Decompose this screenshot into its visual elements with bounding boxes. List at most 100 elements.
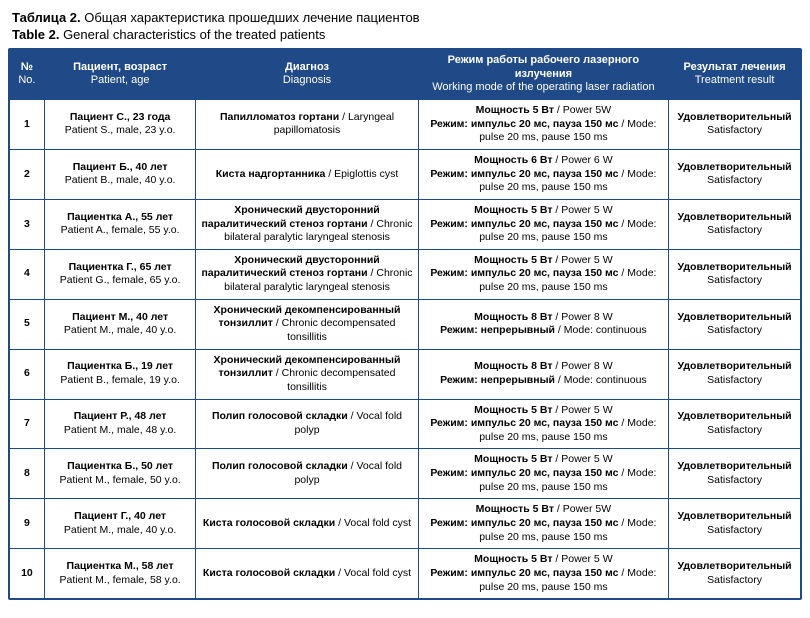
mode-power-en: / Power 5 W: [553, 553, 613, 565]
mode-power-en: / Power 5 W: [553, 453, 613, 465]
diag-en: / Vocal fold cyst: [335, 567, 411, 579]
mode-regime-en: / Mode: continuous: [555, 374, 647, 386]
mode-power-ru: Мощность 5 Вт: [474, 254, 552, 266]
diag-en: / Epiglottis cyst: [325, 168, 398, 180]
column-header-3: Режим работы рабочего лазерного излучени…: [418, 50, 669, 100]
column-header-0: №No.: [10, 50, 44, 100]
mode-power-ru: Мощность 5 Вт: [474, 453, 552, 465]
mode-power-ru: Мощность 5 Вт: [476, 503, 554, 515]
column-header-en: Working mode of the operating laser radi…: [423, 81, 665, 95]
column-header-en: Patient, age: [49, 74, 192, 88]
table-row: 4Пациентка Г., 65 летPatient G., female,…: [10, 249, 800, 299]
cell-diagnosis: Хронический декомпенсированный тонзиллит…: [196, 349, 418, 399]
mode-power-ru: Мощность 8 Вт: [474, 360, 552, 372]
diag-ru: Полип голосовой складки: [212, 410, 348, 422]
cell-diagnosis: Полип голосовой складки / Vocal fold pol…: [196, 449, 418, 499]
caption-en-label: Table 2.: [12, 27, 59, 42]
column-header-ru: Режим работы рабочего лазерного излучени…: [423, 54, 665, 82]
cell-patient: Пациентка А., 55 летPatient A., female, …: [44, 199, 196, 249]
cell-mode: Мощность 8 Вт / Power 8 WРежим: непрерыв…: [418, 349, 669, 399]
table-header-row: №No.Пациент, возрастPatient, ageДиагнозD…: [10, 50, 800, 100]
caption-en-text: General characteristics of the treated p…: [59, 27, 325, 42]
patient-en: Patient M., male, 48 y.o.: [64, 424, 176, 436]
diag-en: / Chronic decompensated tonsillitis: [273, 367, 396, 393]
table-body: 1 Пациент С., 23 годаPatient S., male, 23…: [10, 100, 800, 599]
patient-ru: Пациент Б., 40 лет: [73, 161, 168, 173]
cell-diagnosis: Полип голосовой складки / Vocal fold pol…: [196, 399, 418, 449]
result-en: Satisfactory: [707, 324, 762, 336]
result-ru: Удовлетворительный: [678, 410, 792, 422]
diag-ru: Киста голосовой складки: [203, 567, 335, 579]
mode-power-en: / Power 5 W: [553, 254, 613, 266]
cell-no: 1: [10, 100, 44, 150]
cell-mode: Мощность 5 Вт / Power 5 W Режим: импульс …: [418, 449, 669, 499]
mode-power-ru: Мощность 5 Вт: [476, 104, 554, 116]
patient-ru: Пациентка М., 58 лет: [67, 560, 174, 572]
cell-result: УдовлетворительныйSatisfactory: [669, 399, 800, 449]
diag-en: / Vocal fold cyst: [335, 517, 411, 529]
cell-no: 2: [10, 149, 44, 199]
mode-power-en: / Power 5W: [554, 104, 611, 116]
table-row: 10 Пациентка М., 58 лет Patient M., female…: [10, 549, 800, 598]
patient-en: Patient M., female, 50 y.o.: [60, 474, 181, 486]
patient-en: Patient B., male, 40 y.o.: [65, 174, 176, 186]
cell-no: 7: [10, 399, 44, 449]
result-en: Satisfactory: [707, 474, 762, 486]
table-caption: Таблица 2. Общая характеристика прошедши…: [12, 10, 802, 44]
table-row: 2 Пациент Б., 40 летPatient B., male, 40 …: [10, 149, 800, 199]
cell-result: УдовлетворительныйSatisfactory: [669, 499, 800, 549]
result-en: Satisfactory: [707, 574, 762, 586]
diag-ru: Хронический двусторонний паралитический …: [201, 254, 379, 280]
table-row: 3Пациентка А., 55 летPatient A., female,…: [10, 199, 800, 249]
patient-ru: Пациент Р., 48 лет: [74, 410, 167, 422]
cell-no: 10: [10, 549, 44, 598]
cell-no: 4: [10, 249, 44, 299]
cell-mode: Мощность 8 Вт / Power 8 WРежим: непрерыв…: [418, 299, 669, 349]
patient-ru: Пациент Г., 40 лет: [74, 510, 166, 522]
cell-diagnosis: Киста надгортанника / Epiglottis cyst: [196, 149, 418, 199]
patient-ru: Пациентка Б., 50 лет: [67, 460, 173, 472]
cell-result: Удовлетворительный Satisfactory: [669, 449, 800, 499]
cell-diagnosis: Хронический двусторонний паралитический …: [196, 199, 418, 249]
result-ru: Удовлетворительный: [678, 311, 792, 323]
cell-no: 5: [10, 299, 44, 349]
mode-regime-ru: Режим: импульс 20 мс, пауза 150 мс: [430, 218, 618, 230]
cell-result: Удовлетворительный Satisfactory: [669, 549, 800, 598]
table-wrapper: №No.Пациент, возрастPatient, ageДиагнозD…: [8, 48, 802, 600]
result-en: Satisfactory: [707, 274, 762, 286]
cell-diagnosis: Хронический декомпенсированный тонзиллит…: [196, 299, 418, 349]
cell-mode: Мощность 5 Вт / Power 5 WРежим: импульс …: [418, 549, 669, 598]
cell-diagnosis: Хронический двусторонний паралитический …: [196, 249, 418, 299]
diag-en: / Chronic decompensated tonsillitis: [273, 317, 396, 343]
caption-ru: Таблица 2. Общая характеристика прошедши…: [12, 10, 802, 27]
cell-diagnosis: Папилломатоз гортани / Laryngeal papillo…: [196, 100, 418, 150]
table-row: 8 Пациентка Б., 50 лет Patient M., female,…: [10, 449, 800, 499]
cell-no: 6: [10, 349, 44, 399]
result-ru: Удовлетворительный: [678, 510, 792, 522]
diag-ru: Хронический двусторонний паралитический …: [201, 204, 379, 230]
diag-ru: Полип голосовой складки: [212, 460, 348, 472]
patient-ru: Пациент С., 23 года: [70, 111, 170, 123]
mode-regime-ru: Режим: импульс 20 мс, пауза 150 мс: [430, 517, 618, 529]
result-ru: Удовлетворительный: [678, 560, 792, 572]
patient-ru: Пациентка А., 55 лет: [67, 211, 173, 223]
cell-patient: Пациент М., 40 летPatient M., male, 40 y…: [44, 299, 196, 349]
mode-power-en: / Power 6 W: [553, 154, 613, 166]
patient-ru: Пациентка Б., 19 лет: [67, 360, 173, 372]
mode-power-ru: Мощность 5 Вт: [474, 553, 552, 565]
result-ru: Удовлетворительный: [678, 211, 792, 223]
mode-regime-ru: Режим: импульс 20 мс, пауза 150 мс: [430, 417, 618, 429]
result-ru: Удовлетворительный: [678, 460, 792, 472]
patient-en: Patient M., female, 58 y.o.: [60, 574, 181, 586]
caption-en: Table 2. General characteristics of the …: [12, 27, 802, 44]
result-ru: Удовлетворительный: [678, 161, 792, 173]
cell-no: 8: [10, 449, 44, 499]
table-header: №No.Пациент, возрастPatient, ageДиагнозD…: [10, 50, 800, 100]
result-en: Satisfactory: [707, 174, 762, 186]
caption-ru-label: Таблица 2.: [12, 10, 81, 25]
column-header-ru: Результат лечения: [673, 61, 796, 75]
patient-en: Patient S., male, 23 y.o.: [65, 124, 176, 136]
mode-regime-ru: Режим: импульс 20 мс, пауза 150 мс: [430, 467, 618, 479]
table-row: 5Пациент М., 40 летPatient M., male, 40 …: [10, 299, 800, 349]
patient-en: Patient B., female, 19 y.o.: [60, 374, 179, 386]
